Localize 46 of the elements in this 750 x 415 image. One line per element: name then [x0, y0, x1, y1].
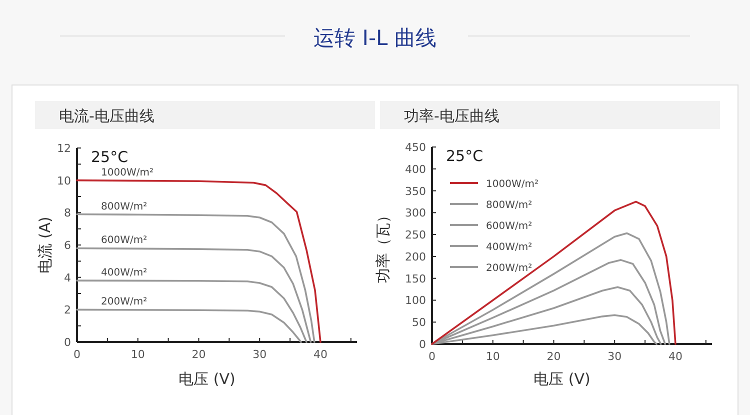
y-tick-label: 150 — [405, 272, 426, 286]
y-tick-label: 250 — [405, 228, 426, 242]
chart-title: 运转 I-L 曲线 — [314, 26, 436, 50]
x-tick-label: 20 — [192, 348, 206, 361]
chart-subtitle: 功率-电压曲线 — [404, 107, 500, 125]
y-tick-label: 0 — [419, 338, 426, 351]
chart-subtitle: 电流-电压曲线 — [59, 107, 154, 125]
legend-label: 800W/m² — [486, 200, 532, 211]
y-tick-label: 200 — [405, 250, 426, 264]
legend-label: 600W/m² — [486, 221, 532, 232]
legend-label: 400W/m² — [486, 242, 532, 253]
x-tick-label: 40 — [313, 348, 328, 361]
x-tick-label: 30 — [252, 348, 267, 361]
y-tick-label: 450 — [405, 141, 426, 154]
x-tick-label: 10 — [486, 350, 500, 363]
x-axis-title: 电压 (V) — [178, 370, 236, 388]
series-label: 1000W/m² — [101, 167, 154, 178]
y-tick-label: 50 — [412, 316, 426, 330]
series-label: 200W/m² — [101, 296, 148, 308]
y-tick-label: 4 — [64, 271, 71, 284]
x-tick-label: 40 — [668, 350, 682, 363]
y-tick-label: 0 — [64, 336, 71, 349]
y-tick-label: 300 — [405, 206, 426, 220]
x-tick-label: 0 — [74, 348, 80, 361]
x-tick-label: 30 — [608, 350, 622, 363]
series-label: 600W/m² — [101, 235, 148, 246]
x-tick-label: 20 — [546, 350, 561, 363]
y-tick-label: 6 — [64, 239, 71, 252]
x-tick-label: 0 — [428, 350, 436, 363]
x-axis-title: 电压 (V) — [534, 370, 590, 388]
y-tick-label: 350 — [405, 184, 426, 198]
y-tick-label: 12 — [57, 142, 71, 155]
y-axis-title: 电流 (A) — [36, 216, 54, 274]
y-tick-label: 10 — [57, 174, 71, 188]
legend-label: 1000W/m² — [486, 179, 538, 190]
y-tick-label: 2 — [64, 304, 71, 317]
y-tick-label: 8 — [64, 206, 71, 220]
annotation: 25°C — [91, 148, 128, 166]
y-tick-label: 400 — [405, 162, 426, 176]
y-tick-label: 100 — [405, 294, 426, 308]
x-tick-label: 10 — [130, 348, 145, 361]
series-label: 400W/m² — [101, 268, 148, 279]
y-axis-title: 功率（瓦） — [374, 208, 392, 283]
legend-label: 200W/m² — [486, 263, 532, 274]
series-label: 800W/m² — [101, 201, 148, 212]
annotation: 25°C — [446, 147, 484, 165]
